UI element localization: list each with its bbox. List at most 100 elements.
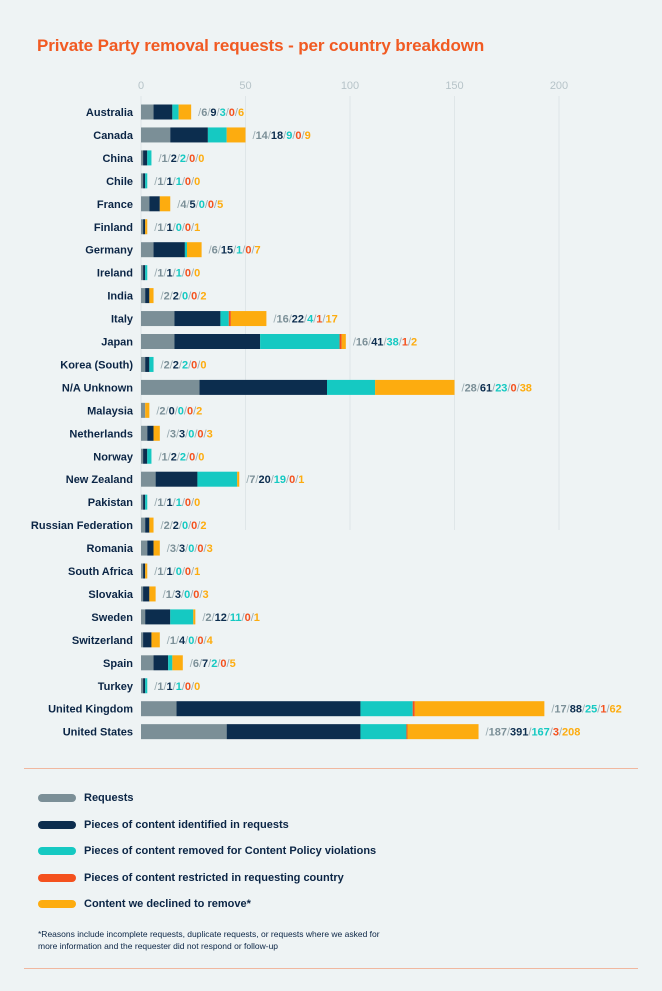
bar-segment [145, 563, 148, 579]
category-label: Malaysia [87, 405, 134, 417]
bar-segment [141, 678, 144, 694]
category-label: Sweden [91, 612, 133, 624]
bar-segment [141, 334, 175, 349]
chart-svg: 0 50 100 150 200 Australia/6/9/3/0/6 Canada/1… [31, 80, 622, 740]
data-label: /1/1/0/0/1 [154, 222, 200, 234]
bar-segment [172, 655, 183, 671]
data-label: /6/9/3/0/6 [198, 107, 244, 119]
bar-segment [145, 402, 150, 418]
bar-segment [141, 104, 154, 120]
footnote: *Reasons include incomplete requests, du… [38, 929, 380, 951]
category-label: India [107, 291, 134, 303]
data-label: /2/12/11/0/1 [202, 612, 260, 624]
bar-segment [147, 448, 152, 464]
category-label: N/A Unknown [62, 382, 133, 394]
bar-segment [147, 150, 152, 166]
legend-swatch [38, 900, 76, 909]
data-label: /3/3/0/0/3 [167, 543, 213, 555]
data-label: /7/20/19/0/1 [246, 474, 304, 486]
data-label: /2/0/0/0/2 [156, 405, 202, 417]
bar-segment [172, 104, 179, 120]
bar-segment [360, 701, 413, 717]
bar-segment [260, 334, 340, 349]
data-label: /187/391/167/3/208 [486, 727, 581, 739]
bar-segment [375, 379, 455, 395]
bar-segment [145, 219, 148, 235]
data-label: /17/88/25/1/62 [551, 704, 621, 716]
bar-segment [141, 448, 144, 464]
category-label: France [97, 199, 133, 211]
legend-divider-bottom [24, 968, 638, 969]
bar-segment [406, 724, 408, 740]
bar-segment [141, 724, 227, 740]
bar-segment [141, 288, 146, 304]
bar-segment [226, 724, 361, 740]
bar-segment [143, 632, 152, 648]
bar-segment [141, 609, 146, 625]
category-label: Romania [87, 543, 134, 555]
bar-segment [153, 425, 160, 441]
bar-segment [141, 356, 146, 372]
bar-segment [145, 678, 148, 694]
data-label: /1/1/0/0/1 [154, 566, 200, 578]
bar-segment [141, 242, 154, 258]
bar-segment [199, 379, 328, 395]
bar-segment [141, 173, 144, 189]
bar-segment [414, 701, 545, 717]
bar-segment [407, 724, 479, 740]
legend-label: Pieces of content removed for Content Po… [84, 845, 377, 858]
bar-segment [360, 724, 407, 740]
data-label: /2/2/0/0/2 [161, 520, 207, 532]
bar-segment [153, 242, 185, 258]
bar-segment [174, 311, 221, 327]
bar-segment [141, 311, 175, 327]
data-label: /1/1/1/0/0 [154, 268, 200, 280]
category-label: Korea (South) [60, 359, 133, 371]
category-label: New Zealand [66, 474, 133, 486]
data-label: /14/18/9/0/9 [253, 130, 311, 142]
category-label: Netherlands [69, 428, 133, 440]
legend-label: Pieces of content identified in requests [84, 818, 289, 831]
bar-segment [143, 265, 146, 281]
bar-segment [149, 356, 154, 372]
bar-segment [197, 471, 238, 487]
bar-segment [168, 655, 173, 671]
legend-item-removed: Pieces of content removed for Content Po… [38, 838, 376, 865]
bar-segment [186, 242, 202, 258]
x-tick-label: 50 [239, 80, 251, 92]
data-label: /28/61/23/0/38 [462, 382, 532, 394]
bar-segment [207, 127, 227, 143]
legend-swatch [38, 794, 76, 803]
bar-segment [141, 425, 148, 441]
category-label: Canada [93, 130, 134, 142]
x-tick-label: 100 [341, 80, 359, 92]
chart-title: Private Party removal requests - per cou… [37, 36, 485, 55]
bar-segment [141, 196, 150, 212]
data-label: /6/7/2/0/5 [190, 658, 236, 670]
bar-segment [176, 701, 361, 717]
bar-segment [170, 609, 194, 625]
bar-segment [159, 196, 171, 212]
legend-label: Content we declined to remove* [84, 898, 251, 911]
bar-segment [178, 104, 192, 120]
bar-segment [174, 334, 261, 349]
category-label: Russian Federation [31, 520, 133, 532]
data-label: /2/2/0/0/2 [161, 291, 207, 303]
data-label: /1/1/1/0/0 [154, 176, 200, 188]
legend-item-identified: Pieces of content identified in requests [38, 812, 376, 839]
x-tick-label: 200 [550, 80, 568, 92]
bar-segment [341, 334, 346, 349]
data-label: /4/5/0/0/5 [177, 199, 223, 211]
category-label: Chile [106, 176, 133, 188]
legend-divider-top [24, 768, 638, 769]
category-label: Finland [94, 222, 133, 234]
bar-segment [228, 311, 231, 327]
bar-segment [143, 219, 146, 235]
category-label: Ireland [97, 268, 133, 280]
data-label: /16/41/38/1/2 [353, 337, 417, 349]
legend-item-requests: Requests [38, 785, 376, 812]
bar-segment [141, 150, 144, 166]
category-label: Spain [103, 658, 133, 670]
category-label: United Kingdom [48, 704, 133, 716]
bar-segment [412, 701, 415, 717]
